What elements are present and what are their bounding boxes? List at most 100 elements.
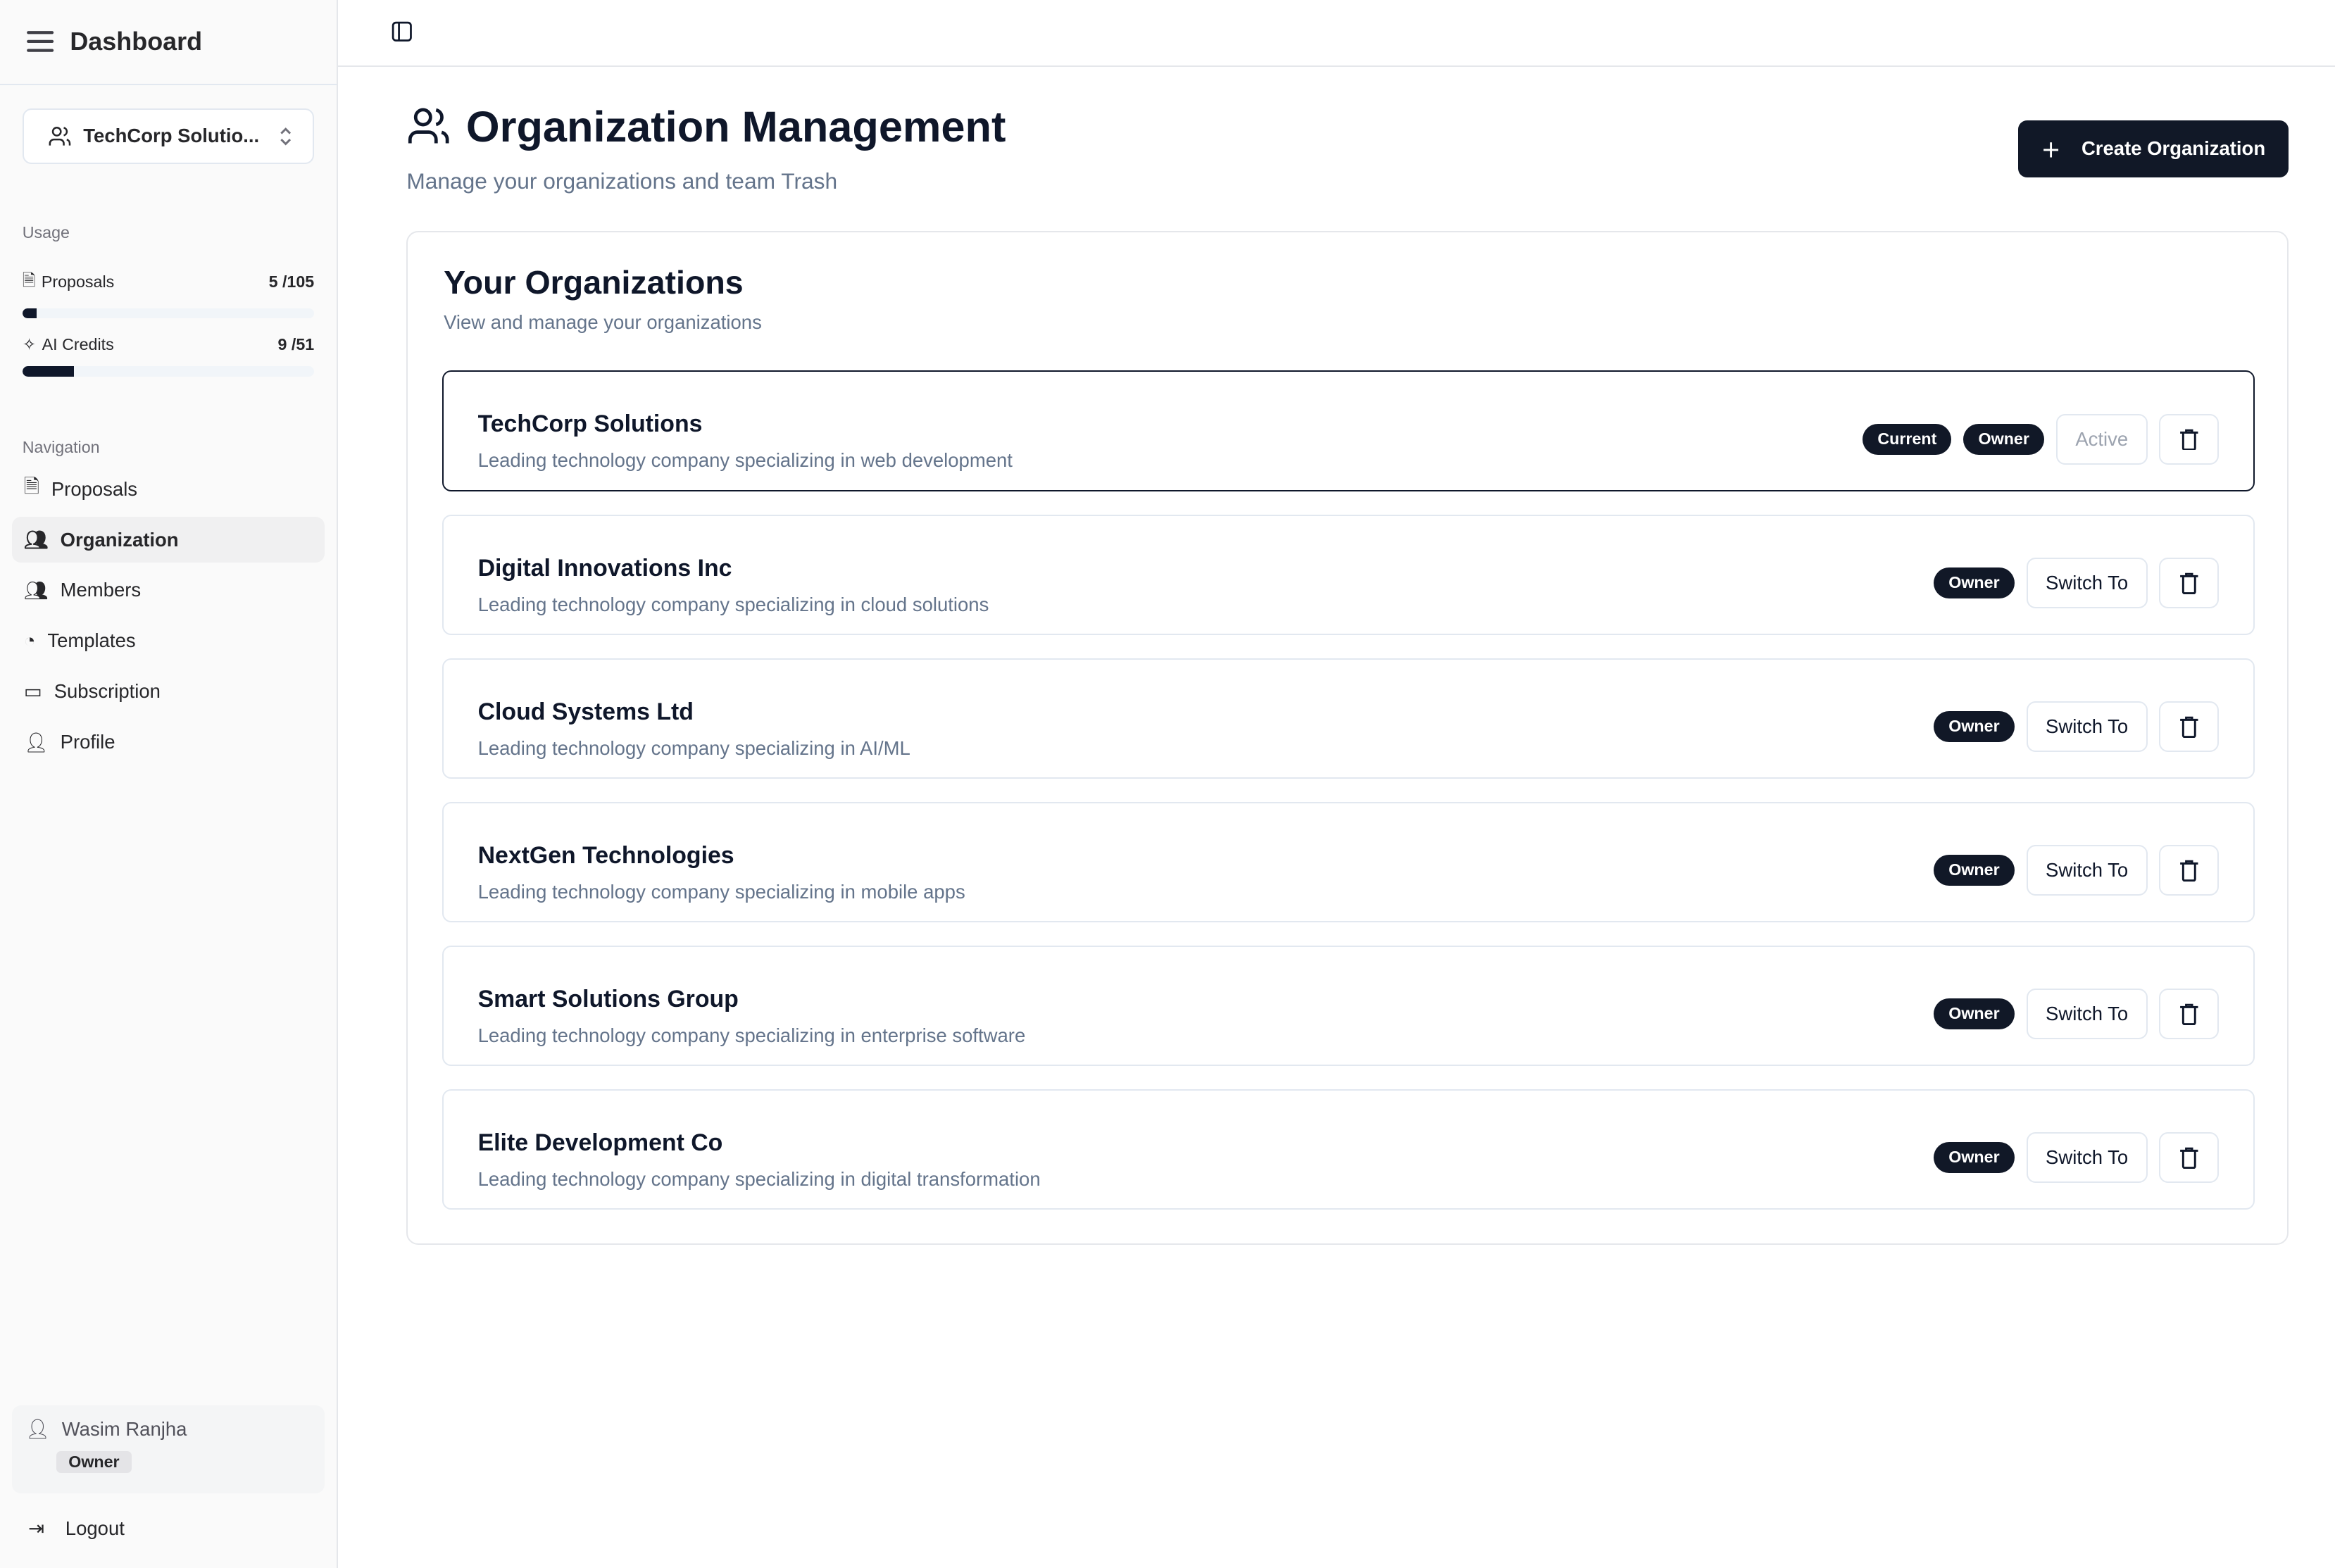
switch-to-button[interactable]: Switch To	[2026, 1132, 2148, 1183]
sidebar-item-label: Members	[60, 579, 142, 601]
organizations-card: Your Organizations View and manage your …	[406, 230, 2289, 1245]
file-icon: 🗎	[23, 475, 39, 497]
sidebar-item-proposals[interactable]: 🗎 Proposals	[12, 466, 325, 513]
logout-button[interactable]: ⇥ Logout	[28, 1517, 125, 1540]
user-card[interactable]: 👤︎ Wasim Ranjha Owner	[11, 1405, 325, 1494]
owner-badge: Owner	[1934, 710, 2015, 742]
trash-icon	[2180, 1003, 2198, 1025]
trash-icon	[2180, 1147, 2198, 1169]
org-name: NextGen Technologies	[477, 841, 734, 869]
org-selector[interactable]: TechCorp Solutio...	[22, 108, 315, 164]
owner-badge: Owner	[1963, 423, 2045, 455]
user-icon: 👤︎	[23, 731, 49, 753]
sidebar-item-subscription[interactable]: ▭ Subscription	[12, 668, 325, 715]
users-icon: 👥︎	[23, 579, 49, 601]
sidebar-toggle-icon[interactable]	[392, 21, 413, 42]
sidebar-item-templates[interactable]: ◔ Templates	[12, 618, 325, 665]
owner-badge: Owner	[1934, 567, 2015, 598]
switch-to-button[interactable]: Switch To	[2026, 844, 2148, 896]
sidebar-nav: 🗎 Proposals 👥︎ Organization 👥︎ Members ◔ Tem…	[11, 466, 325, 770]
sidebar: Dashboard TechCorp Solutio... Usage 🗎 Pro…	[0, 0, 339, 1568]
sidebar-item-label: Profile	[60, 731, 115, 753]
users-icon	[408, 108, 449, 144]
page-subtitle: Manage your organizations and team Trash	[406, 168, 838, 194]
org-description: Leading technology company specializing …	[477, 593, 989, 615]
create-organization-button[interactable]: ＋ Create Organization	[2017, 120, 2289, 177]
org-description: Leading technology company specializing …	[477, 880, 965, 903]
usage-label-proposals: Proposals	[41, 272, 115, 291]
progress-bar-ai-credits	[22, 365, 315, 377]
sidebar-header: Dashboard	[0, 0, 337, 85]
owner-badge: Owner	[1934, 1142, 2015, 1173]
org-item: Digital Innovations Inc Leading technolo…	[442, 514, 2255, 635]
active-button[interactable]: Active	[2055, 413, 2148, 465]
owner-badge: Owner	[1934, 854, 2015, 886]
usage-value-proposals: 5 /105	[268, 272, 315, 291]
sidebar-item-profile[interactable]: 👤︎ Profile	[12, 719, 325, 765]
org-name: Digital Innovations Inc	[477, 554, 732, 582]
org-description: Leading technology company specializing …	[477, 1167, 1041, 1190]
trash-icon	[2180, 860, 2198, 882]
org-description: Leading technology company specializing …	[477, 736, 910, 759]
org-name: Elite Development Co	[477, 1129, 723, 1156]
owner-badge: Owner	[1934, 998, 2015, 1029]
sidebar-item-organization[interactable]: 👥︎ Organization	[11, 516, 325, 563]
org-name: Smart Solutions Group	[477, 985, 739, 1012]
delete-button[interactable]	[2159, 1132, 2220, 1183]
org-name: Cloud Systems Ltd	[477, 698, 694, 725]
switch-to-button[interactable]: Switch To	[2026, 557, 2148, 608]
delete-button[interactable]	[2159, 844, 2220, 896]
file-icon: 🗎	[22, 270, 36, 289]
user-icon: 👤︎	[25, 1418, 50, 1441]
page-title-text: Organization Management	[465, 101, 1006, 151]
org-item: Smart Solutions Group Leading technology…	[442, 945, 2255, 1067]
org-name: TechCorp Solutions	[477, 410, 703, 438]
sidebar-item-members[interactable]: 👥︎ Members	[12, 567, 325, 614]
app-title: Dashboard	[70, 27, 203, 56]
card-subtitle: View and manage your organizations	[444, 311, 762, 333]
org-selector-label: TechCorp Solutio...	[83, 125, 260, 147]
switch-to-button[interactable]: Switch To	[2026, 701, 2148, 752]
sidebar-item-label: Organization	[60, 528, 179, 551]
logout-label: Logout	[65, 1517, 125, 1539]
progress-fill	[22, 308, 37, 319]
create-organization-label: Create Organization	[2081, 137, 2266, 160]
progress-bar-proposals	[22, 308, 315, 319]
usage-ai-credits: ✧ AI Credits 9 /51	[22, 334, 315, 377]
credit-card-icon: ▭	[23, 680, 42, 703]
usage-label-ai-credits: AI Credits	[42, 334, 114, 353]
page-title: Organization Management	[406, 101, 1006, 151]
navigation-label: Navigation	[22, 437, 100, 456]
progress-fill	[22, 365, 74, 377]
sparkles-icon: ✧	[22, 334, 37, 353]
logout-icon: ⇥	[28, 1517, 45, 1539]
delete-button[interactable]	[2159, 701, 2220, 752]
user-role-badge: Owner	[56, 1451, 132, 1474]
org-item: NextGen Technologies Leading technology …	[442, 801, 2255, 922]
users-icon	[49, 126, 70, 146]
switch-to-button[interactable]: Switch To	[2026, 988, 2148, 1039]
usage-value-ai-credits: 9 /51	[277, 334, 315, 353]
chevrons-up-down-icon	[280, 127, 292, 146]
delete-button[interactable]	[2159, 988, 2220, 1039]
trash-icon	[2180, 572, 2198, 594]
palette-icon: ◔	[23, 629, 36, 652]
trash-icon	[2180, 716, 2198, 738]
user-name: Wasim Ranjha	[61, 1417, 187, 1440]
delete-button[interactable]	[2159, 557, 2220, 608]
menu-icon[interactable]	[25, 30, 55, 54]
plus-icon: ＋	[2041, 139, 2061, 162]
org-description: Leading technology company specializing …	[477, 449, 1013, 472]
org-description: Leading technology company specializing …	[477, 1024, 1026, 1046]
delete-button[interactable]	[2159, 413, 2220, 465]
org-item: TechCorp Solutions Leading technology co…	[442, 370, 2255, 491]
top-bar	[338, 0, 2335, 68]
card-title: Your Organizations	[444, 264, 744, 301]
sidebar-item-label: Templates	[47, 629, 136, 652]
users-icon: 👥︎	[23, 529, 49, 551]
sidebar-item-label: Proposals	[51, 477, 138, 500]
sidebar-item-label: Subscription	[54, 680, 161, 703]
trash-icon	[2180, 429, 2198, 451]
usage-proposals: 🗎 Proposals 5 /105	[22, 268, 315, 319]
org-item: Cloud Systems Ltd Leading technology com…	[442, 658, 2255, 779]
